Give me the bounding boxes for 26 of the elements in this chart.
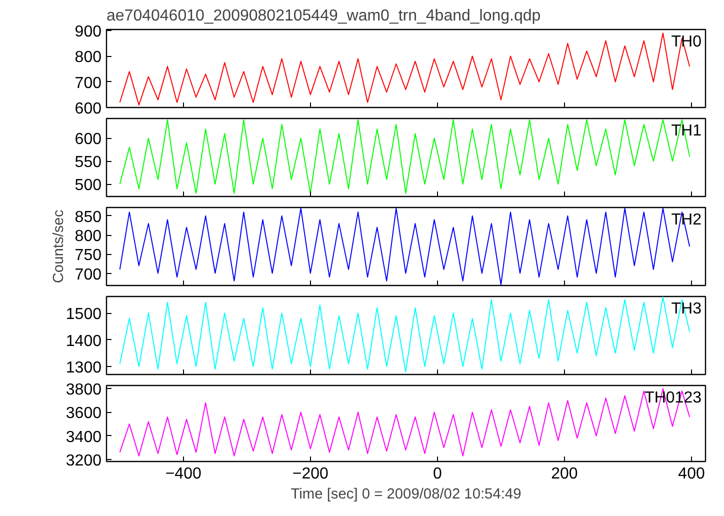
y-tick-label: 3200 [66, 452, 102, 470]
y-tick-label: 3400 [66, 428, 102, 446]
y-tick-label: 700 [74, 266, 102, 284]
x-axis-title: Time [sec] 0 = 2009/08/02 10:54:49 [290, 486, 522, 502]
y-tick-label: 750 [74, 247, 102, 264]
y-tick-label: 900 [74, 24, 102, 41]
y-tick-label: 1300 [66, 359, 102, 376]
y-tick-label: 800 [74, 49, 102, 66]
y-tick-label: 3800 [66, 382, 102, 399]
x-tick-label: −200 [292, 466, 329, 482]
x-tick-label: 0 [432, 466, 442, 482]
y-tick-label: 800 [74, 228, 102, 246]
y-tick-label: 850 [74, 208, 102, 226]
x-tick-label: −400 [165, 466, 202, 482]
y-tick-label: 500 [74, 177, 102, 194]
x-tick-label: 400 [678, 466, 705, 482]
x-tick-label: 200 [551, 466, 578, 482]
y-axis-title: Counts/sec [50, 210, 67, 284]
y-tick-label: 700 [74, 74, 102, 92]
y-tick-label: 1400 [66, 332, 102, 350]
y-tick-label: 3600 [66, 405, 102, 422]
chart-title: ae704046010_20090802105449_wam0_trn_4band_long.qdp [106, 8, 541, 24]
y-tick-label: 1500 [66, 306, 102, 324]
y-tick-label: 600 [74, 131, 102, 148]
y-tick-label: 550 [74, 154, 102, 172]
y-tick-label: 600 [74, 100, 102, 118]
